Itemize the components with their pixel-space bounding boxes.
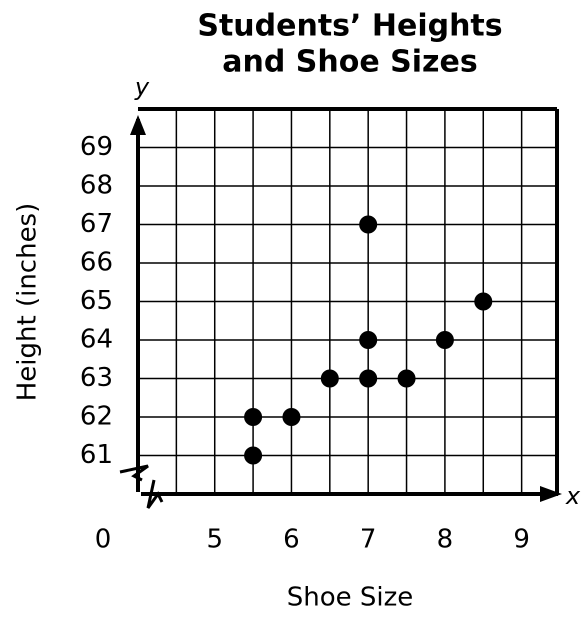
data-point [282,408,301,426]
data-point [244,446,263,465]
data-point [359,215,378,234]
y-tick-label: 66 [80,248,113,278]
y-axis-label: Height (inches) [13,203,43,402]
y-tick-label: 64 [80,325,113,355]
y-tick-label: 65 [80,286,113,316]
chart-title: Students’ Heights [197,9,502,44]
origin-label: 0 [95,525,112,555]
y-tick-label: 67 [80,209,113,239]
y-axis-name: y [134,73,150,101]
data-point [474,292,493,311]
x-tick-label: 8 [437,525,454,555]
data-point [359,331,378,349]
y-tick-label: 61 [80,440,113,470]
y-tick-label: 62 [80,402,113,432]
data-point [320,369,339,388]
axis-break [146,479,164,509]
y-tick-label: 63 [80,363,113,393]
x-tick-label: 6 [283,525,300,555]
y-arrow [130,115,146,135]
x-arrow [540,486,562,502]
x-axis-label: Shoe Size [287,583,414,613]
break-gap [135,492,141,498]
x-tick-label: 9 [513,525,530,555]
y-tick-label: 69 [80,132,113,162]
data-point [397,369,416,388]
data-point [244,408,263,426]
data-point [435,331,454,349]
axis-break [119,464,149,482]
x-tick-label: 5 [206,525,223,555]
data-point [359,369,378,388]
x-axis-name: x [565,482,581,510]
x-tick-label: 7 [360,525,377,555]
y-tick-label: 68 [80,171,113,201]
chart-title: and Shoe Sizes [222,45,477,80]
